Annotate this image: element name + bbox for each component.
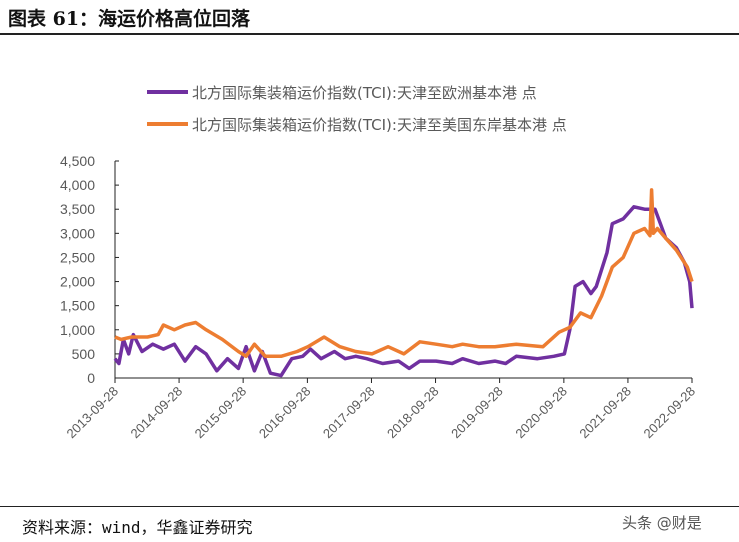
y-tick-label: 500 [72, 346, 96, 362]
y-tick-label: 3,000 [60, 225, 95, 241]
source-divider [0, 506, 739, 507]
y-tick-label: 1,000 [60, 322, 95, 338]
source-note: 资料来源：wind，华鑫证券研究 [22, 518, 253, 537]
x-tick-label: 2014-09-28 [128, 384, 186, 442]
title-divider [0, 33, 739, 35]
series-line-2 [114, 188, 694, 359]
legend-label-2: 北方国际集装箱运价指数(TCI):天津至美国东岸基本港 点 [192, 116, 567, 134]
watermark: 头条 @财是 [622, 514, 702, 532]
x-tick-label: 2018-09-28 [384, 384, 442, 442]
figure-title: 图表 61：海运价格高位回落 [8, 8, 251, 30]
x-tick-label: 2019-09-28 [448, 384, 506, 442]
x-tick-label: 2015-09-28 [192, 384, 250, 442]
y-tick-label: 0 [87, 370, 95, 386]
x-tick-label: 2020-09-28 [512, 384, 570, 442]
y-tick-label: 2,500 [60, 249, 95, 265]
y-tick-label: 2,000 [60, 274, 95, 290]
x-tick-label: 2017-09-28 [320, 384, 378, 442]
x-tick-label: 2016-09-28 [256, 384, 314, 442]
y-tick-label: 4,500 [60, 153, 95, 169]
x-tick-label: 2021-09-28 [576, 384, 634, 442]
series-line-1 [113, 205, 694, 378]
x-tick-label: 2013-09-28 [63, 384, 121, 442]
y-tick-label: 3,500 [60, 201, 95, 217]
legend-label-1: 北方国际集装箱运价指数(TCI):天津至欧洲基本港 点 [192, 84, 537, 102]
x-tick-label: 2022-09-28 [640, 384, 698, 442]
y-tick-label: 1,500 [60, 298, 95, 314]
y-tick-label: 4,000 [60, 177, 95, 193]
